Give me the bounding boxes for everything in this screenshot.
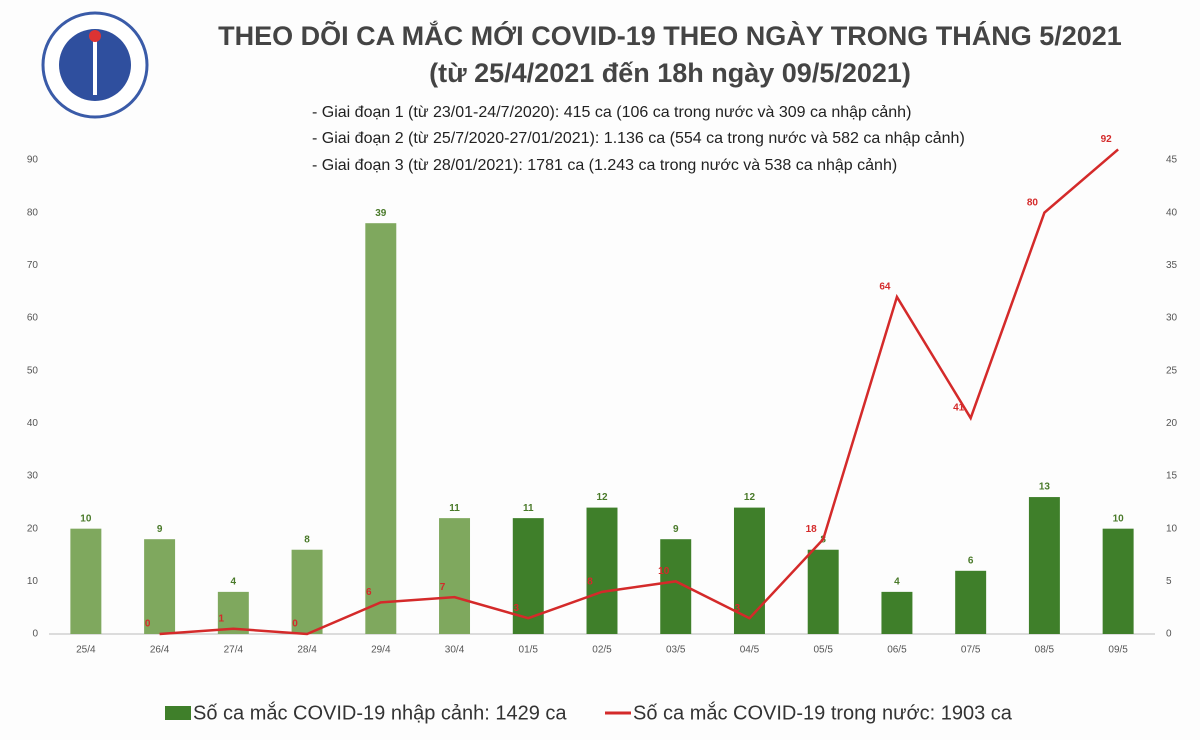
- bar: [733, 507, 765, 634]
- bar: [881, 591, 913, 634]
- y-tick-label: 10: [27, 576, 39, 587]
- x-tick-label: 30/4: [445, 645, 465, 656]
- bar-value-label: 11: [523, 503, 534, 514]
- bar-value-label: 39: [375, 208, 387, 219]
- y-tick-label: 50: [27, 365, 39, 376]
- bar: [512, 518, 544, 634]
- y2-tick-label: 45: [1166, 155, 1178, 166]
- x-tick-label: 06/5: [887, 645, 907, 656]
- line-value-label: 3: [513, 603, 519, 614]
- y2-tick-label: 15: [1166, 471, 1178, 482]
- x-tick-label: 02/5: [592, 645, 612, 656]
- x-tick-label: 09/5: [1108, 645, 1128, 656]
- bar-value-label: 11: [449, 503, 460, 514]
- line-value-label: 8: [587, 577, 593, 588]
- legend-swatch: [165, 706, 191, 720]
- bar: [807, 549, 839, 634]
- y-tick-label: 20: [27, 523, 39, 534]
- line-value-label: 6: [366, 587, 372, 598]
- y2-tick-label: 30: [1166, 313, 1178, 324]
- line-value-label: 0: [145, 619, 151, 630]
- y2-tick-label: 35: [1166, 260, 1178, 271]
- bar-value-label: 6: [968, 555, 974, 566]
- x-tick-label: 01/5: [519, 645, 539, 656]
- x-tick-label: 08/5: [1035, 645, 1055, 656]
- x-tick-label: 03/5: [666, 645, 686, 656]
- line-value-label: 0: [292, 619, 298, 630]
- logo: [41, 11, 149, 119]
- annotation: - Giai đoạn 2 (từ 25/7/2020-27/01/2021):…: [312, 130, 965, 147]
- bar: [586, 507, 618, 634]
- bar: [291, 549, 323, 634]
- line-value-label: 7: [440, 582, 446, 593]
- bar: [217, 591, 249, 634]
- bar-value-label: 4: [894, 577, 900, 588]
- y-tick-label: 30: [27, 471, 39, 482]
- line-value-label: 41: [953, 403, 965, 414]
- x-tick-label: 04/5: [740, 645, 760, 656]
- x-tick-label: 07/5: [961, 645, 981, 656]
- line-value-label: 10: [658, 566, 670, 577]
- line-value-label: 80: [1027, 197, 1039, 208]
- y-tick-label: 90: [27, 155, 39, 166]
- bar: [144, 539, 176, 634]
- chart-title: THEO DÕI CA MẮC MỚI COVID-19 THEO NGÀY T…: [218, 20, 1122, 51]
- y-tick-label: 80: [27, 207, 39, 218]
- y-tick-label: 60: [27, 313, 39, 324]
- bar: [70, 528, 102, 634]
- line-value-label: 1: [219, 613, 225, 624]
- bar: [439, 518, 471, 634]
- bar: [1028, 497, 1060, 634]
- bar-value-label: 10: [80, 513, 92, 524]
- y2-tick-label: 20: [1166, 418, 1178, 429]
- legend-label: Số ca mắc COVID-19 nhập cảnh: 1429 ca: [193, 701, 567, 724]
- y2-tick-label: 40: [1166, 207, 1178, 218]
- y-tick-label: 40: [27, 418, 39, 429]
- bar-value-label: 12: [744, 492, 756, 503]
- line-value-label: 92: [1101, 134, 1113, 145]
- line-value-label: 3: [735, 603, 741, 614]
- x-tick-label: 27/4: [224, 645, 244, 656]
- x-tick-label: 25/4: [76, 645, 96, 656]
- x-tick-label: 29/4: [371, 645, 391, 656]
- annotation: - Giai đoạn 1 (từ 23/01-24/7/2020): 415 …: [312, 104, 911, 121]
- y2-tick-label: 10: [1166, 523, 1178, 534]
- x-tick-label: 26/4: [150, 645, 170, 656]
- bar-value-label: 10: [1113, 513, 1125, 524]
- line: [159, 148, 1119, 636]
- annotation: - Giai đoạn 3 (từ 28/01/2021): 1781 ca (…: [312, 157, 897, 174]
- bar-value-label: 9: [157, 524, 163, 535]
- x-tick-label: 28/4: [297, 645, 317, 656]
- y2-tick-label: 25: [1166, 365, 1178, 376]
- bar: [1102, 528, 1134, 634]
- chart-subtitle: (từ 25/4/2021 đến 18h ngày 09/5/2021): [429, 58, 911, 88]
- line-value-label: 18: [806, 524, 818, 535]
- y-tick-label: 70: [27, 260, 39, 271]
- bar-value-label: 12: [596, 492, 608, 503]
- legend-label: Số ca mắc COVID-19 trong nước: 1903 ca: [633, 701, 1013, 724]
- line-value-label: 64: [879, 282, 891, 293]
- bar-value-label: 4: [231, 577, 237, 588]
- y2-tick-label: 5: [1166, 576, 1172, 587]
- bar: [955, 570, 987, 634]
- bar-value-label: 9: [673, 524, 679, 535]
- y-tick-label: 0: [32, 629, 38, 640]
- bar: [365, 223, 397, 634]
- x-tick-label: 05/5: [813, 645, 833, 656]
- y2-tick-label: 0: [1166, 629, 1172, 640]
- bar-value-label: 8: [304, 534, 310, 545]
- bar-value-label: 13: [1039, 482, 1051, 493]
